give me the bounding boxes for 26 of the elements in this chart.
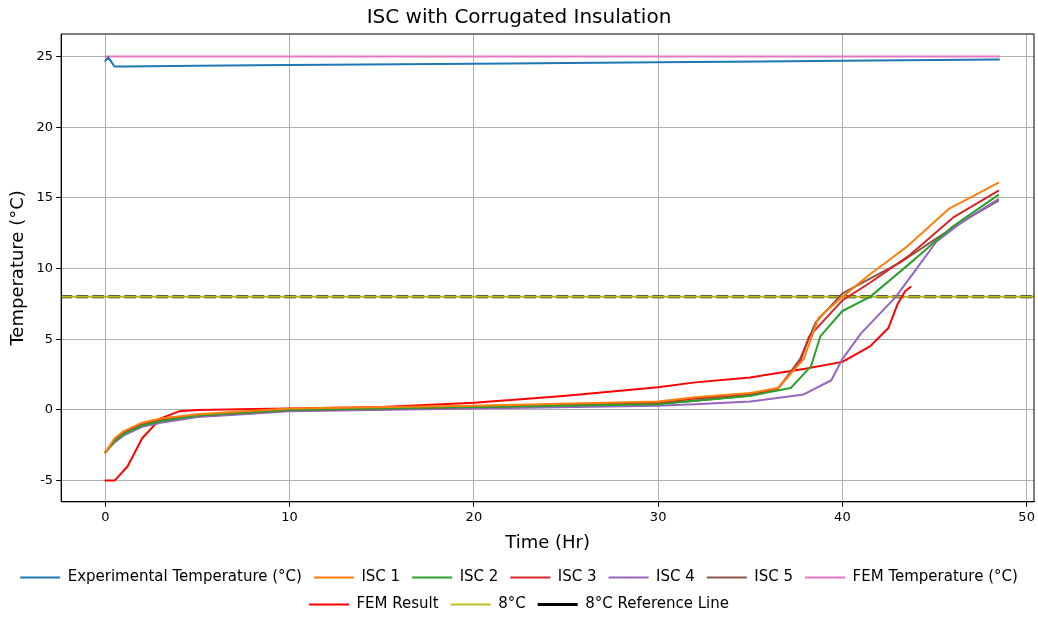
legend-label: ISC 1 [361, 567, 401, 586]
legend-label: FEM Temperature (°C) [852, 567, 1018, 586]
legend-label: ISC 4 [656, 567, 695, 586]
x-tick-label: 30 [649, 508, 667, 524]
chart-title: ISC with Corrugated Insulation [366, 4, 672, 29]
y-tick-label: 15 [36, 189, 54, 205]
legend-label: ISC 5 [754, 567, 794, 586]
legend-label: FEM Result [356, 594, 439, 613]
x-tick-label: 50 [1018, 508, 1035, 524]
x-axis-title: Time (Hr) [504, 530, 590, 552]
y-tick-label: 20 [36, 118, 54, 134]
y-tick-label: 0 [44, 401, 54, 417]
x-tick-label: 0 [101, 508, 110, 524]
legend-label: 8°C Reference Line [585, 594, 730, 613]
y-tick-label: 10 [36, 259, 54, 275]
x-tick-label: 40 [834, 508, 851, 524]
y-tick-label: 25 [36, 47, 54, 63]
y-tick-label: 5 [44, 330, 54, 346]
legend-label: ISC 3 [557, 567, 597, 586]
legend-label: ISC 2 [459, 567, 499, 586]
y-tick-label: -5 [40, 471, 54, 487]
x-tick-label: 20 [465, 508, 483, 524]
y-axis-title: Temperature (°C) [6, 190, 28, 347]
legend-label: 8°C [498, 594, 526, 613]
x-tick-label: 10 [281, 508, 298, 524]
legend-label: Experimental Temperature (°C) [67, 567, 302, 586]
